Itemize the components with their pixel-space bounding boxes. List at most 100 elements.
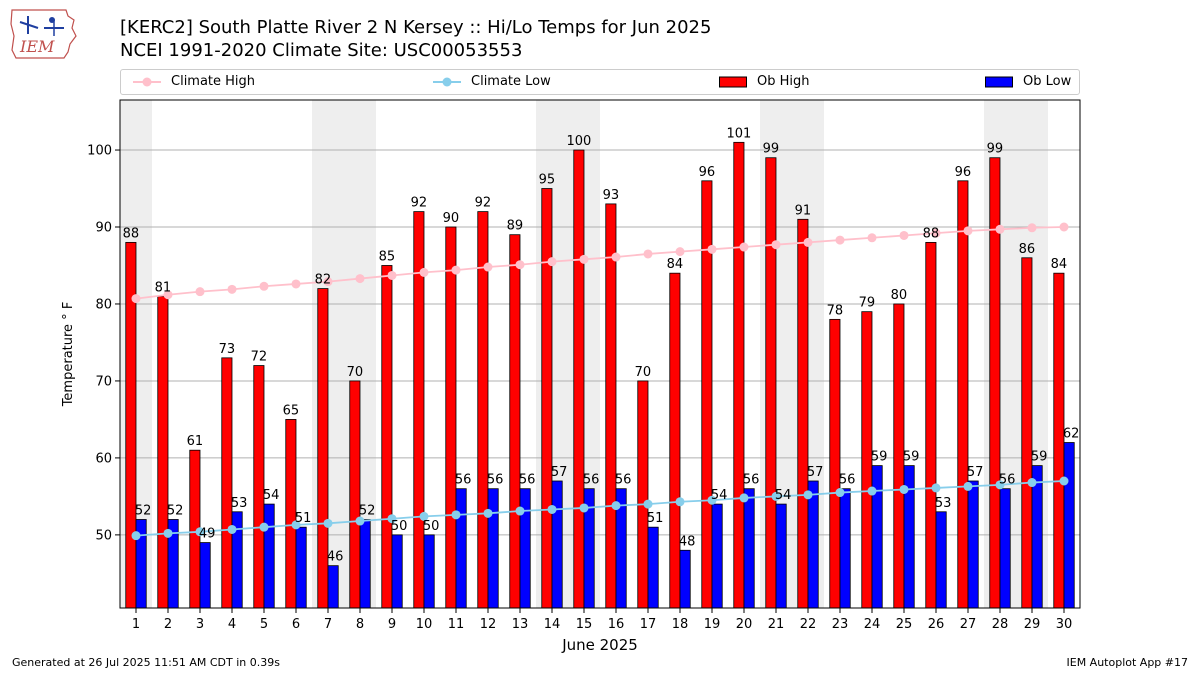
climate-high-point-4 (227, 284, 237, 294)
climate-high-point-5 (259, 281, 269, 291)
chart-subtitle: NCEI 1991-2020 Climate Site: USC00053553 (120, 40, 523, 61)
x-axis-label: June 2025 (561, 636, 638, 654)
label-low-29: 59 (1031, 450, 1048, 465)
ytick-label-100: 100 (87, 144, 112, 159)
bar-high-13 (509, 234, 521, 609)
ob-high-swatch-icon (719, 76, 747, 87)
climate-high-point-2 (163, 290, 173, 300)
label-high-7: 82 (315, 273, 332, 288)
xtick-label-8: 8 (356, 617, 364, 632)
climate-low-point-20 (739, 493, 749, 503)
bar-low-14 (551, 480, 563, 609)
label-low-19: 54 (711, 488, 728, 503)
legend-ob-high-label: Ob High (757, 74, 810, 89)
climate-high-point-25 (899, 230, 909, 240)
xtick-label-7: 7 (324, 617, 332, 632)
logo-text: IEM (19, 37, 55, 56)
app-note: IEM Autoplot App #17 (1066, 656, 1189, 669)
climate-high-point-16 (611, 252, 621, 262)
xtick-label-29: 29 (1024, 617, 1041, 632)
xtick-label-26: 26 (928, 617, 945, 632)
climate-low-point-4 (227, 524, 237, 534)
bar-low-13 (519, 488, 531, 609)
bar-high-26 (925, 241, 937, 609)
bar-high-15 (573, 149, 585, 609)
climate-low-point-3 (195, 527, 205, 537)
climate-low-point-2 (163, 528, 173, 538)
bar-low-22 (807, 480, 819, 609)
bar-high-23 (829, 318, 841, 609)
ytick-label-80: 80 (95, 297, 112, 312)
climate-high-point-29 (1027, 223, 1037, 233)
label-high-10: 92 (411, 196, 428, 211)
climate-low-point-23 (835, 488, 845, 498)
bar-low-6 (295, 526, 307, 609)
climate-low-point-16 (611, 501, 621, 511)
bar-low-17 (647, 526, 659, 609)
bar-low-21 (775, 503, 787, 609)
climate-low-point-15 (579, 503, 589, 513)
label-high-29: 86 (1019, 242, 1036, 257)
climate-low-point-19 (707, 495, 717, 505)
ytick-label-60: 60 (95, 451, 112, 466)
label-high-9: 85 (379, 249, 396, 264)
climate-high-point-21 (771, 240, 781, 250)
bar-high-29 (1021, 257, 1033, 609)
bar-high-2 (157, 295, 169, 609)
xtick-label-9: 9 (388, 617, 396, 632)
climate-low-swatch-icon (433, 77, 461, 86)
xtick-label-11: 11 (448, 617, 465, 632)
xtick-label-3: 3 (196, 617, 204, 632)
ytick-label-70: 70 (95, 374, 112, 389)
bar-high-27 (957, 180, 969, 609)
climate-low-point-7 (323, 518, 333, 528)
bar-high-22 (797, 218, 809, 609)
bar-high-21 (765, 157, 777, 609)
climate-low-point-25 (899, 484, 909, 494)
y-axis-label: Temperature ° F (61, 302, 76, 408)
climate-high-point-17 (643, 249, 653, 259)
label-high-4: 73 (219, 342, 236, 357)
bar-low-30 (1063, 442, 1075, 609)
climate-low-line (135, 480, 1065, 537)
xtick-label-6: 6 (292, 617, 300, 632)
label-low-6: 51 (295, 511, 312, 526)
label-high-13: 89 (507, 219, 524, 234)
label-high-11: 90 (443, 211, 460, 226)
plot-frame (119, 99, 1081, 609)
iem-logo: IEM (10, 9, 77, 59)
climate-high-point-11 (451, 265, 461, 275)
label-low-22: 57 (807, 465, 824, 480)
label-high-23: 78 (827, 303, 844, 318)
climate-high-point-3 (195, 287, 205, 297)
climate-high-point-9 (387, 270, 397, 280)
climate-high-point-24 (867, 233, 877, 243)
chart-title: [KERC2] South Platte River 2 N Kersey ::… (120, 17, 712, 38)
climate-high-point-30 (1059, 222, 1069, 232)
label-low-9: 50 (391, 519, 408, 534)
climate-high-point-20 (739, 242, 749, 252)
legend-ob-low: Ob Low (985, 73, 1071, 91)
xtick-label-24: 24 (864, 617, 881, 632)
bar-low-9 (391, 534, 403, 609)
climate-high-point-1 (131, 294, 141, 304)
label-high-25: 80 (891, 288, 908, 303)
climate-high-point-22 (803, 237, 813, 247)
climate-high-point-13 (515, 260, 525, 270)
legend-ob-high: Ob High (719, 73, 810, 91)
label-low-14: 57 (551, 465, 568, 480)
xtick-label-16: 16 (608, 617, 625, 632)
bar-low-8 (359, 519, 371, 609)
climate-low-point-24 (867, 486, 877, 496)
label-low-30: 62 (1063, 427, 1080, 442)
bar-low-11 (455, 488, 467, 609)
bars (125, 141, 1075, 609)
climate-low-point-5 (259, 522, 269, 532)
xtick-label-20: 20 (736, 617, 753, 632)
label-high-27: 96 (955, 165, 972, 180)
climate-high-point-10 (419, 267, 429, 277)
label-high-12: 92 (475, 196, 492, 211)
bar-low-28 (999, 488, 1011, 609)
label-low-4: 53 (231, 496, 248, 511)
